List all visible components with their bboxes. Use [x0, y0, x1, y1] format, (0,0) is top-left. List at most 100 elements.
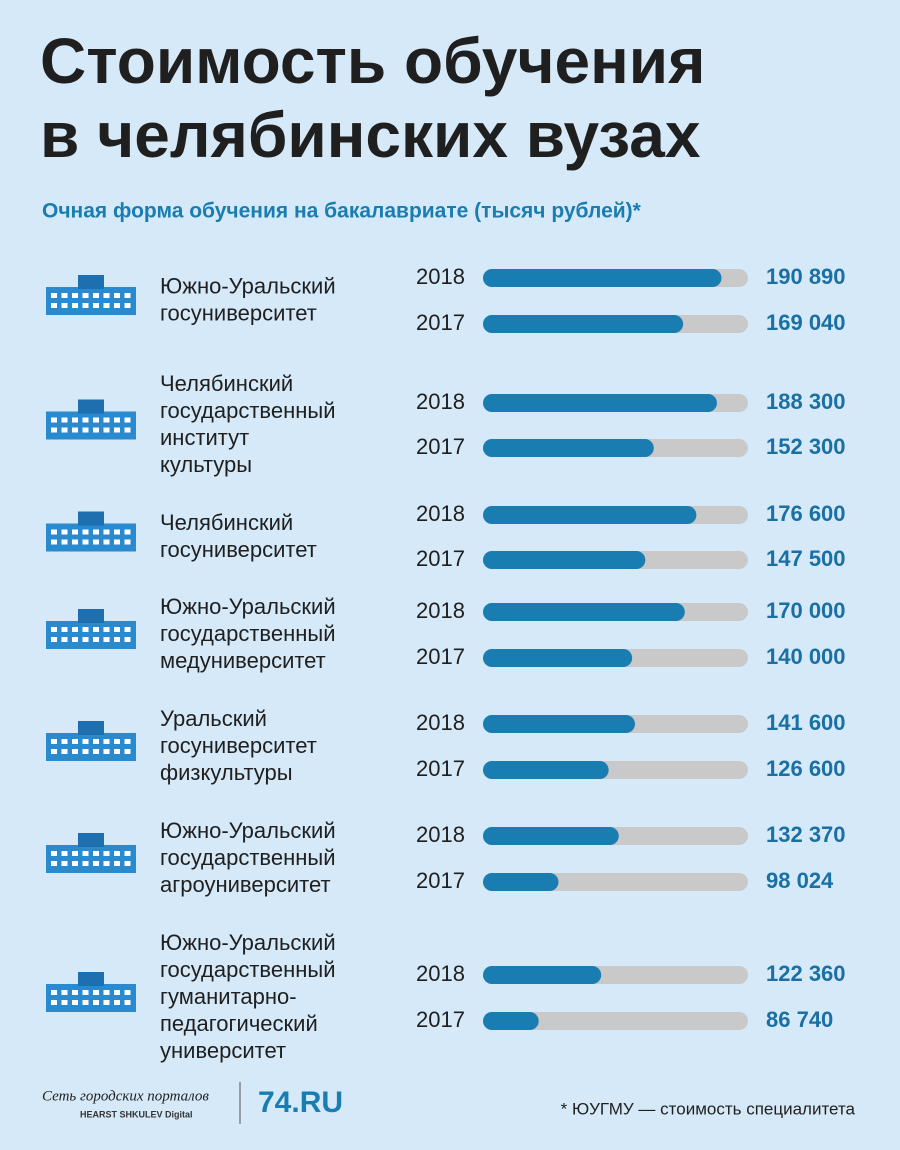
- bar: [483, 966, 602, 984]
- building-window: [124, 739, 131, 744]
- building-window: [103, 293, 110, 298]
- building-window: [124, 637, 131, 642]
- bar: [483, 439, 654, 457]
- building-window: [103, 637, 110, 642]
- building-window: [114, 417, 120, 423]
- year-label: 2018: [416, 710, 465, 735]
- building-window: [82, 529, 89, 535]
- building-icon: [46, 984, 136, 1012]
- building-window: [103, 1000, 110, 1005]
- building-window: [82, 739, 89, 744]
- year-label: 2017: [416, 310, 465, 335]
- building-window: [82, 637, 89, 642]
- building-window: [124, 1000, 131, 1005]
- building-window: [114, 529, 120, 535]
- category-label: госуниверситет: [160, 733, 317, 758]
- building-window: [114, 851, 120, 856]
- building-icon: [78, 275, 104, 289]
- category-label: госуниверситет: [160, 300, 317, 325]
- value-label: 152 300: [766, 434, 846, 459]
- building-window: [93, 739, 99, 744]
- year-label: 2018: [416, 389, 465, 414]
- building-window: [93, 627, 99, 632]
- value-label: 147 500: [766, 546, 846, 571]
- building-window: [61, 990, 68, 995]
- building-window: [103, 739, 110, 744]
- category-label: университет: [160, 1038, 286, 1063]
- footnote: * ЮУГМУ — стоимость специалитета: [561, 1099, 856, 1118]
- building-window: [93, 539, 99, 545]
- building-window: [93, 749, 99, 754]
- value-label: 141 600: [766, 710, 846, 735]
- value-label: 188 300: [766, 389, 846, 414]
- year-label: 2018: [416, 961, 465, 986]
- building-icon: [46, 621, 136, 649]
- building-window: [51, 861, 57, 866]
- building-window: [124, 303, 131, 308]
- building-window: [114, 539, 120, 545]
- bar: [483, 603, 685, 621]
- category-label: Уральский: [160, 706, 267, 731]
- building-window: [103, 861, 110, 866]
- value-label: 86 740: [766, 1007, 833, 1032]
- building-window: [82, 861, 89, 866]
- category-label: Челябинский: [160, 510, 293, 535]
- building-window: [82, 749, 89, 754]
- building-window: [61, 427, 68, 433]
- building-window: [61, 539, 68, 545]
- building-window: [124, 861, 131, 866]
- building-window: [51, 539, 57, 545]
- building-window: [114, 637, 120, 642]
- building-icon: [78, 609, 104, 623]
- building-icon: [78, 833, 104, 847]
- category-label: Челябинский: [160, 371, 293, 396]
- bar: [483, 315, 684, 333]
- building-window: [93, 851, 99, 856]
- building-window: [61, 1000, 68, 1005]
- building-window: [124, 990, 131, 995]
- building-window: [61, 861, 68, 866]
- category-label: гуманитарно-: [160, 984, 297, 1009]
- building-window: [103, 851, 110, 856]
- category-label: Южно-Уральский: [160, 930, 336, 955]
- building-window: [51, 1000, 57, 1005]
- building-window: [114, 303, 120, 308]
- building-icon: [46, 733, 136, 761]
- year-label: 2017: [416, 1007, 465, 1032]
- logo-site: 74.RU: [258, 1086, 343, 1119]
- bar-track: [483, 1012, 748, 1030]
- building-window: [51, 749, 57, 754]
- logo-network-sub: HEARST SHKULEV Digital: [80, 1109, 193, 1119]
- bar: [483, 506, 697, 524]
- building-window: [72, 529, 78, 535]
- bar: [483, 551, 646, 569]
- building-window: [93, 861, 99, 866]
- building-window: [93, 417, 99, 423]
- category-label: Южно-Уральский: [160, 818, 336, 843]
- building-window: [72, 851, 78, 856]
- building-window: [124, 749, 131, 754]
- value-label: 132 370: [766, 822, 846, 847]
- bar: [483, 761, 609, 779]
- building-window: [72, 861, 78, 866]
- building-window: [51, 990, 57, 995]
- building-window: [93, 293, 99, 298]
- building-window: [124, 417, 131, 423]
- category-label: государственный: [160, 845, 336, 870]
- building-window: [93, 637, 99, 642]
- building-icon: [46, 411, 136, 440]
- building-window: [61, 529, 68, 535]
- building-window: [61, 739, 68, 744]
- building-window: [61, 303, 68, 308]
- value-label: 190 890: [766, 264, 846, 289]
- building-window: [114, 293, 120, 298]
- building-window: [103, 303, 110, 308]
- subtitle: Очная форма обучения на бакалавриате (ты…: [42, 200, 642, 223]
- year-label: 2017: [416, 644, 465, 669]
- building-icon: [46, 845, 136, 873]
- building-window: [51, 739, 57, 744]
- building-window: [61, 851, 68, 856]
- building-icon: [78, 721, 104, 735]
- bar: [483, 873, 559, 891]
- building-window: [61, 627, 68, 632]
